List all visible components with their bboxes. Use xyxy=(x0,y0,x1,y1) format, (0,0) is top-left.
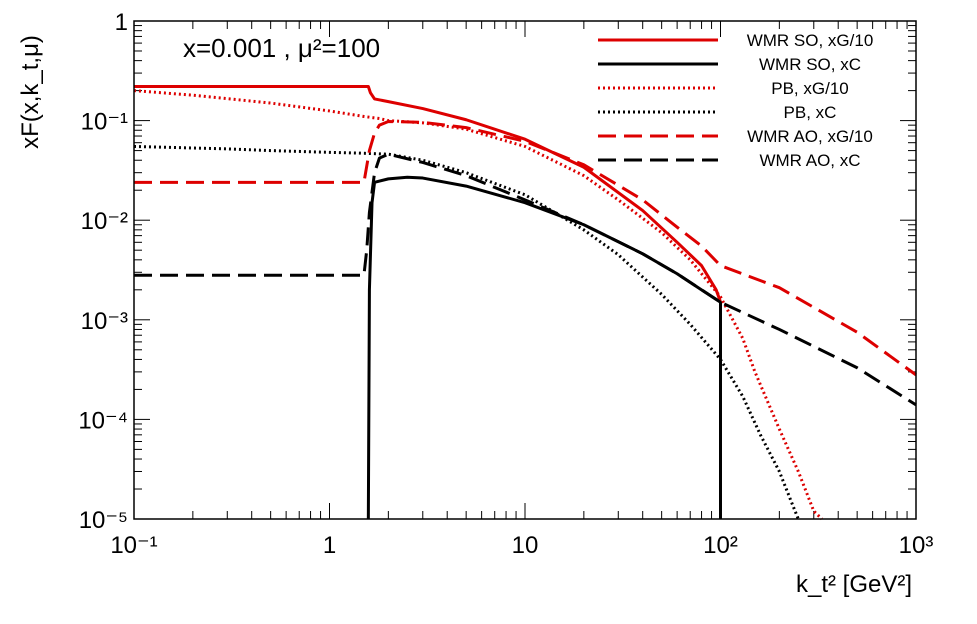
y-tick-label: 10⁻³ xyxy=(81,308,128,335)
legend-label-2: PB, xG/10 xyxy=(771,79,848,98)
legend-label-4: WMR AO, xG/10 xyxy=(747,127,873,146)
y-tick-label: 10⁻² xyxy=(81,208,128,235)
axis-ticks xyxy=(133,21,916,520)
x-tick-label: 10⁻¹ xyxy=(110,532,157,559)
x-tick-label: 10² xyxy=(703,532,738,559)
annotation-text: x=0.001 , μ²=100 xyxy=(183,33,380,63)
x-tick-label: 10 xyxy=(512,532,539,559)
y-tick-label: 10⁻⁵ xyxy=(79,507,128,534)
x-axis-title: k_t² [GeV²] xyxy=(796,571,912,598)
y-axis-title: xF(x,k_t,μ) xyxy=(17,35,44,149)
legend: WMR SO, xG/10 WMR SO, xC PB, xG/10 PB, xC WM… xyxy=(598,31,873,170)
y-tick-label: 1 xyxy=(115,9,128,36)
series-line-3 xyxy=(133,144,800,520)
plot-frame xyxy=(133,20,917,520)
legend-label-0: WMR SO, xG/10 xyxy=(747,31,874,50)
y-tick-label: 10⁻⁴ xyxy=(78,407,128,434)
legend-label-3: PB, xC xyxy=(784,103,837,122)
legend-label-5: WMR AO, xC xyxy=(759,151,860,170)
series-layer xyxy=(133,84,917,521)
x-tick-label: 10³ xyxy=(899,532,934,559)
series-line-4 xyxy=(134,119,917,377)
series-line-5 xyxy=(134,152,917,407)
tick-labels: 10⁻¹ 1 10 10² 10³ 10⁻⁵ 10⁻⁴ 10⁻³ 10⁻² 10⁻¹ 1 xyxy=(78,9,933,559)
legend-label-1: WMR SO, xC xyxy=(759,55,861,74)
y-tick-label: 10⁻¹ xyxy=(81,109,128,136)
x-tick-label: 1 xyxy=(323,532,336,559)
series-line-0 xyxy=(134,84,722,303)
